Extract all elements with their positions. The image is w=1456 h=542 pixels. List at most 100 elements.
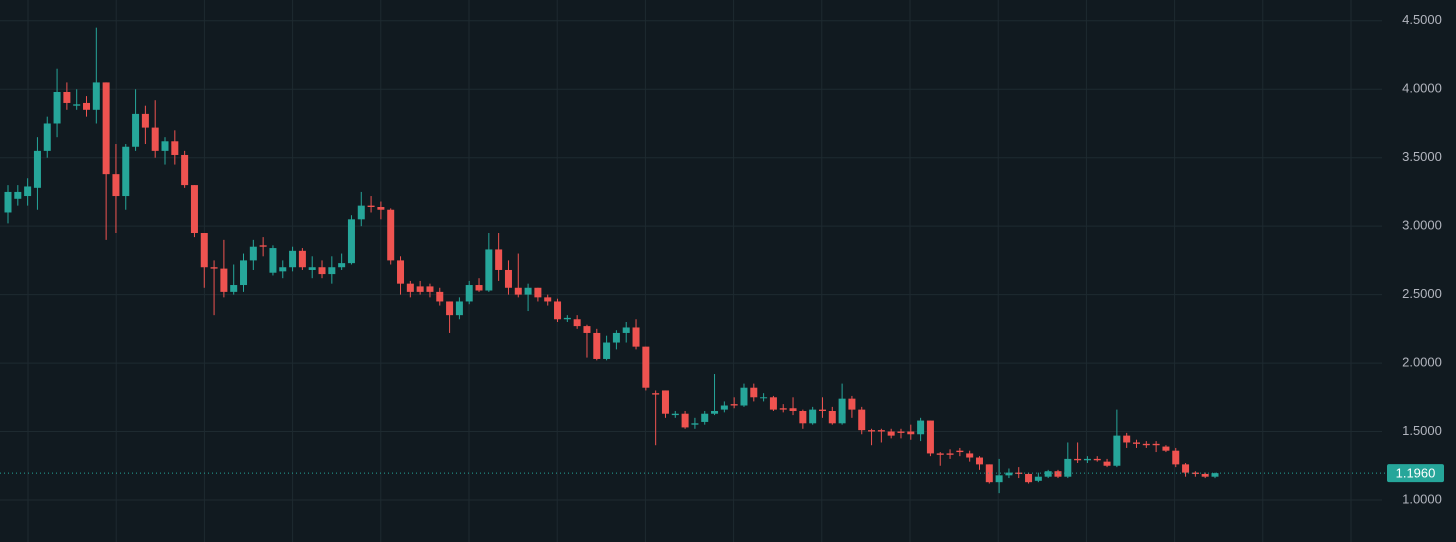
candle-body	[1191, 472, 1199, 474]
candle-body	[603, 342, 611, 359]
candle-body	[1113, 435, 1121, 466]
candle-body	[259, 245, 267, 247]
candle-body	[622, 327, 630, 333]
candle-body	[711, 410, 719, 414]
candle-body	[33, 150, 41, 188]
candle-body	[632, 327, 640, 347]
candle-body	[102, 82, 110, 175]
candle-body	[436, 291, 444, 302]
last-price-box	[1387, 464, 1444, 483]
candle-body	[406, 283, 414, 292]
candle-body	[338, 263, 346, 268]
candle-body	[593, 332, 601, 359]
last-price-label: 1.1960	[1396, 466, 1436, 481]
candle-body	[956, 450, 964, 453]
candle-body	[220, 268, 228, 292]
candle-body	[583, 326, 591, 333]
candle-body	[504, 269, 512, 288]
candle-body	[397, 260, 405, 284]
candle-body	[387, 209, 395, 261]
candle-body	[190, 185, 198, 234]
y-tick-label: 4.0000	[1402, 81, 1442, 96]
candle-body	[671, 413, 679, 416]
candle-body	[612, 332, 620, 343]
candle-body	[975, 457, 983, 465]
candle-body	[83, 102, 91, 110]
candle-body	[53, 91, 61, 124]
candle-body	[347, 219, 355, 264]
candle-body	[926, 420, 934, 454]
candle-body	[181, 154, 189, 186]
y-tick-label: 3.0000	[1402, 218, 1442, 233]
candle-body	[455, 301, 463, 316]
candle-body	[357, 205, 365, 220]
candle-body	[475, 285, 483, 291]
candle-body	[298, 250, 306, 268]
candle-body	[240, 260, 248, 286]
candle-body	[1103, 461, 1111, 466]
candle-body	[544, 297, 552, 302]
candle-body	[308, 267, 316, 270]
candle-body	[289, 250, 297, 268]
candle-body	[554, 301, 562, 320]
candle-body	[1172, 450, 1180, 465]
candle-body	[161, 141, 169, 151]
y-tick-label: 4.5000	[1402, 12, 1442, 27]
candle-body	[63, 91, 71, 103]
candle-body	[868, 430, 876, 432]
candle-body	[1162, 446, 1170, 451]
candle-body	[1093, 458, 1101, 461]
candle-body	[838, 398, 846, 424]
candle-body	[14, 191, 22, 199]
candle-body	[171, 141, 179, 155]
candle-body	[848, 398, 856, 410]
candle-body	[779, 408, 787, 410]
y-tick-label: 2.5000	[1402, 286, 1442, 301]
candle-body	[1054, 471, 1062, 477]
candle-body	[151, 127, 159, 151]
candle-body	[1211, 473, 1219, 477]
candle-body	[4, 191, 12, 213]
candle-body	[367, 205, 375, 207]
candle-body	[1015, 472, 1023, 474]
candle-body	[966, 453, 974, 458]
candle-body	[701, 413, 709, 422]
candle-body	[485, 249, 493, 291]
candle-body	[563, 317, 571, 320]
candle-body	[1152, 443, 1160, 446]
candle-body	[514, 287, 522, 295]
candle-body	[1201, 473, 1209, 477]
candle-body	[43, 123, 51, 151]
candle-body	[897, 431, 905, 433]
candle-body	[887, 431, 895, 436]
candle-body	[1064, 458, 1072, 477]
candle-body	[122, 146, 130, 197]
candle-body	[92, 82, 100, 110]
candle-body	[1083, 458, 1091, 461]
candle-body	[200, 233, 208, 268]
y-tick-label: 1.5000	[1402, 423, 1442, 438]
candle-body	[730, 404, 738, 406]
candle-body	[760, 397, 768, 399]
candle-body	[1182, 464, 1190, 473]
y-tick-label: 2.0000	[1402, 355, 1442, 370]
candle-body	[318, 267, 326, 275]
candle-body	[534, 287, 542, 298]
candle-body	[917, 420, 925, 435]
candle-body	[946, 453, 954, 455]
candle-body	[877, 430, 885, 432]
y-tick-label: 3.5000	[1402, 149, 1442, 164]
candle-body	[1025, 473, 1033, 483]
candle-body	[799, 410, 807, 424]
candle-body	[465, 285, 473, 302]
candle-body	[230, 285, 238, 292]
candle-body	[818, 409, 826, 411]
candle-body	[141, 113, 149, 128]
candle-body	[416, 286, 424, 292]
candle-body	[1074, 458, 1082, 461]
candle-body	[652, 393, 660, 395]
candle-body	[720, 405, 728, 410]
candle-body	[524, 287, 532, 295]
